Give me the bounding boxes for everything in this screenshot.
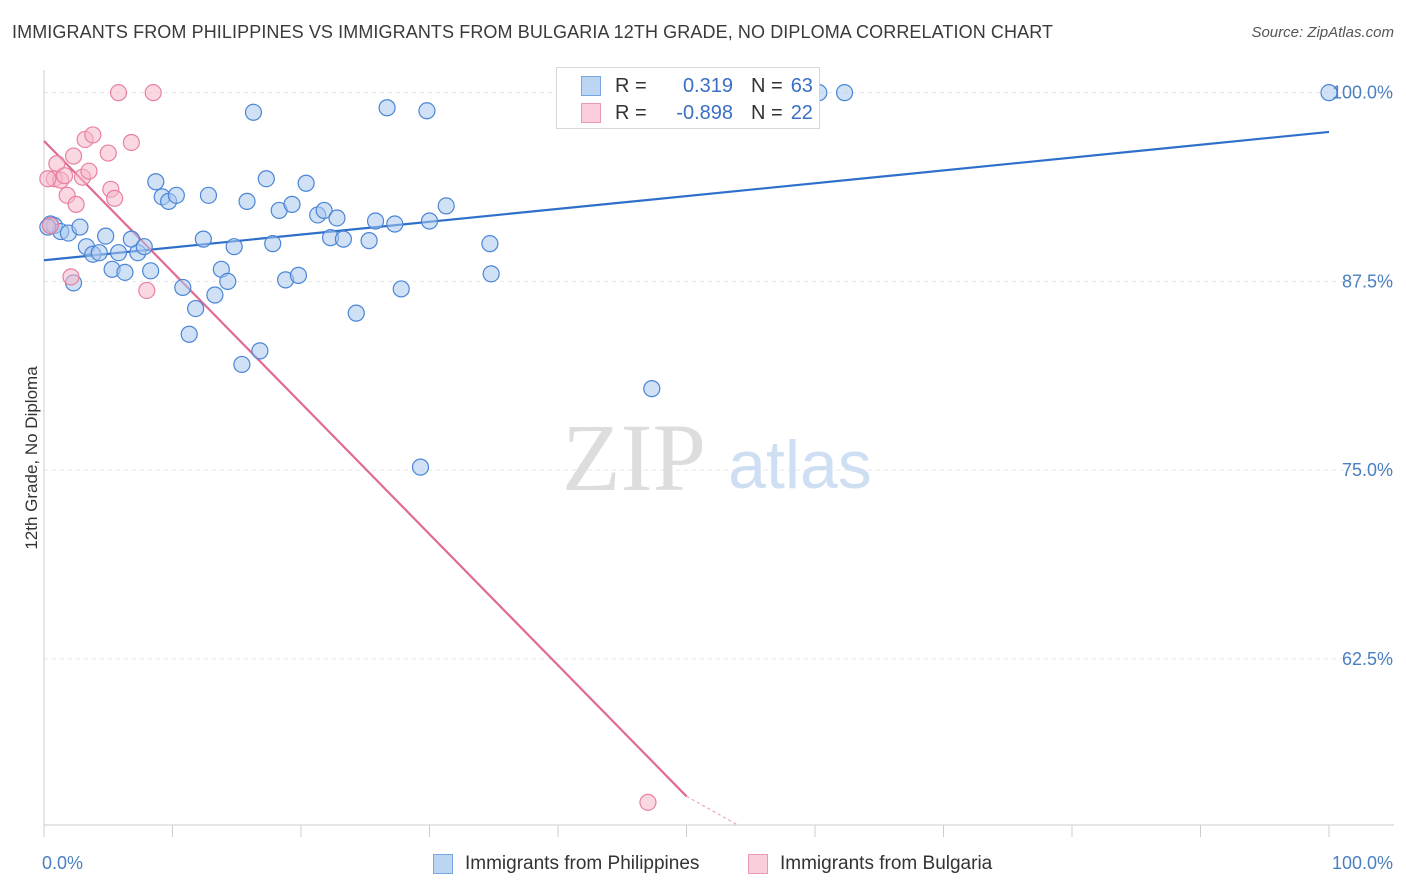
y-tick-label: 100.0% <box>1332 83 1393 103</box>
point-philippines <box>378 99 396 117</box>
point-philippines <box>643 380 661 398</box>
point-bulgaria <box>55 167 74 185</box>
n-value: 63 <box>790 74 813 97</box>
legend-label-philippines: Immigrants from Philippines <box>465 853 700 874</box>
point-philippines <box>257 170 275 188</box>
point-philippines <box>418 102 436 120</box>
legend-item-philippines: Immigrants from Philippines <box>433 853 699 875</box>
axes <box>43 70 1394 837</box>
point-philippines <box>283 195 301 213</box>
point-philippines <box>420 212 439 230</box>
watermark: ZIP atlas <box>562 404 872 511</box>
point-philippines <box>366 212 385 230</box>
x-tick-label: 0.0% <box>42 853 83 873</box>
legend-swatch-bulgaria <box>748 854 768 874</box>
y-tick-label: 62.5% <box>1342 649 1393 669</box>
point-philippines <box>238 192 256 210</box>
point-philippines <box>334 230 353 248</box>
trend-line-bulgaria-extension <box>686 795 739 826</box>
point-philippines <box>135 238 153 256</box>
point-bulgaria <box>80 162 98 180</box>
legend-item-bulgaria: Immigrants from Bulgaria <box>748 853 992 875</box>
point-philippines <box>264 235 282 253</box>
tick-labels: 100.0% 87.5% 75.0% 62.5% 0.0% 100.0% <box>42 83 1393 873</box>
point-philippines <box>180 325 198 343</box>
point-bulgaria <box>639 793 657 811</box>
stats-row-philippines: R = 0.319 N = 63 <box>581 74 813 98</box>
n-label: N = <box>751 74 783 97</box>
point-philippines <box>233 355 251 374</box>
point-bulgaria <box>62 268 80 286</box>
watermark-atlas: atlas <box>728 427 872 503</box>
point-philippines <box>187 299 205 318</box>
point-bulgaria <box>138 281 156 300</box>
y-tick-label: 87.5% <box>1342 271 1393 291</box>
watermark-zip: ZIP <box>562 404 706 511</box>
point-bulgaria <box>48 155 66 173</box>
r-label: R = <box>615 101 647 124</box>
point-philippines <box>116 263 134 281</box>
r-value: -0.898 <box>676 101 733 124</box>
point-philippines <box>1320 84 1338 102</box>
point-philippines <box>251 342 269 360</box>
r-value: 0.319 <box>682 74 733 97</box>
point-philippines <box>71 218 89 236</box>
point-philippines <box>360 232 378 250</box>
y-tick-label: 75.0% <box>1342 460 1393 480</box>
data-points <box>39 84 1338 811</box>
point-philippines <box>219 272 237 290</box>
point-philippines <box>206 286 224 304</box>
point-bulgaria <box>109 84 128 102</box>
point-philippines <box>90 244 108 262</box>
point-philippines <box>194 230 212 248</box>
point-philippines <box>142 262 160 280</box>
stats-legend: R = 0.319 N = 63 R = -0.898 N = 22 <box>556 67 820 129</box>
point-bulgaria <box>39 170 57 188</box>
point-bulgaria <box>122 133 140 152</box>
point-bulgaria <box>64 147 83 165</box>
point-philippines <box>437 197 455 215</box>
stats-swatch-bulgaria <box>581 103 601 123</box>
point-philippines <box>411 458 430 476</box>
point-philippines <box>328 209 346 227</box>
n-label: N = <box>751 101 783 124</box>
x-tick-label: 100.0% <box>1332 853 1393 873</box>
n-value: 22 <box>790 101 813 124</box>
series-legend: Immigrants from Philippines Immigrants f… <box>0 851 1406 877</box>
point-bulgaria <box>106 189 124 207</box>
legend-swatch-philippines <box>433 854 453 874</box>
point-philippines <box>174 278 192 297</box>
point-philippines <box>297 174 315 192</box>
point-bulgaria <box>67 195 85 213</box>
point-philippines <box>392 280 410 298</box>
legend-label-bulgaria: Immigrants from Bulgaria <box>780 853 993 874</box>
point-philippines <box>244 103 263 121</box>
trend-line-philippines <box>43 130 1330 262</box>
point-philippines <box>386 215 404 233</box>
point-bulgaria <box>84 126 102 144</box>
point-philippines <box>109 244 128 262</box>
point-philippines <box>289 266 308 284</box>
point-philippines <box>315 201 333 220</box>
gridlines <box>44 92 1394 660</box>
point-philippines <box>147 173 165 191</box>
point-bulgaria <box>41 216 60 235</box>
r-label: R = <box>615 74 647 97</box>
point-philippines <box>481 235 499 253</box>
point-philippines <box>347 304 365 322</box>
point-philippines <box>199 186 218 204</box>
stats-row-bulgaria: R = -0.898 N = 22 <box>581 101 813 125</box>
source-credit: Source: ZipAtlas.com <box>1251 24 1394 41</box>
point-philippines <box>167 186 185 204</box>
stats-swatch-philippines <box>581 76 601 96</box>
point-philippines <box>225 238 243 256</box>
point-philippines <box>835 84 854 102</box>
point-philippines <box>97 227 115 245</box>
point-bulgaria <box>144 84 162 102</box>
chart-title: IMMIGRANTS FROM PHILIPPINES VS IMMIGRANT… <box>12 22 1054 42</box>
point-bulgaria <box>99 144 117 162</box>
point-philippines <box>482 265 500 283</box>
